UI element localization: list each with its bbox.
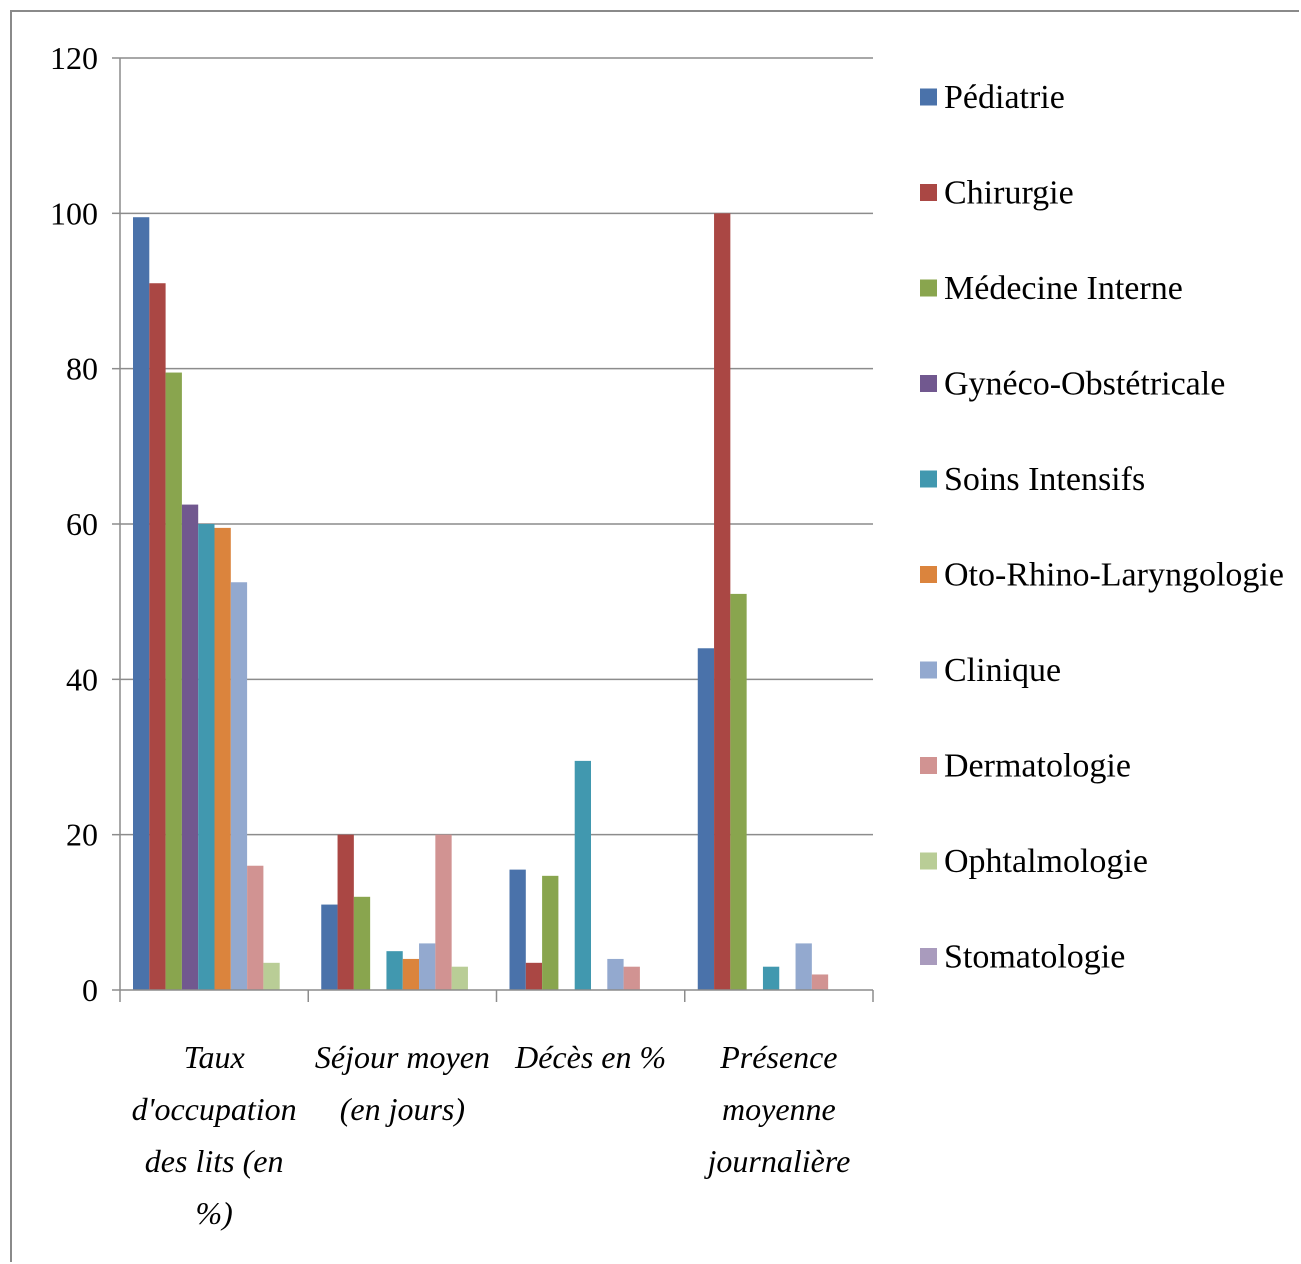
bar — [451, 966, 468, 990]
y-axis-ticks: 0 20 40 60 80 100 120 — [50, 40, 98, 1008]
legend-label: Pédiatrie — [944, 79, 1065, 116]
x-category-label-line: moyenne — [722, 1091, 836, 1127]
gridlines — [120, 57, 873, 836]
legend-swatch — [920, 279, 937, 297]
legend-item: Stomatologie — [920, 939, 1125, 976]
legend-swatch — [920, 184, 937, 201]
y-tick-label: 20 — [66, 817, 98, 853]
bar — [337, 834, 354, 990]
x-category-label: Taux d'occupation des lits (en%) — [132, 1039, 297, 1231]
bar — [574, 760, 591, 990]
bar — [697, 648, 715, 990]
legend-item: Clinique — [920, 652, 1061, 689]
bar — [321, 904, 338, 990]
bar — [714, 213, 731, 991]
legend-label: Ophtalmologie — [944, 843, 1148, 880]
bar — [435, 834, 452, 990]
legend-item: Dermatologie — [920, 748, 1131, 785]
y-tick-label: 120 — [50, 40, 98, 76]
legend-item: Gynéco-Obstétricale — [920, 366, 1225, 403]
bar — [263, 962, 280, 990]
bar — [133, 217, 150, 990]
bar — [762, 966, 780, 990]
x-category-label-line: d'occupation — [132, 1091, 297, 1127]
category-labels: Taux d'occupation des lits (en %) Séjour moy… — [132, 1039, 851, 1231]
x-category-label: Séjour moyen (en jours) — [315, 1039, 490, 1127]
legend-label: Médecine Interne — [944, 270, 1183, 307]
legend-item: Pédiatrie — [920, 79, 1065, 116]
legend-label: Dermatologie — [944, 748, 1131, 785]
bar — [730, 593, 747, 990]
chart-frame — [10, 10, 1299, 1262]
x-category-label-line: Taux — [184, 1039, 245, 1075]
legend-item: Ophtalmologie — [920, 843, 1148, 880]
legend-label: Gynéco-Obstétricale — [944, 366, 1225, 403]
bar — [542, 875, 559, 990]
legend-swatch — [920, 852, 937, 870]
y-tick-label: 100 — [50, 195, 98, 231]
legend-swatch — [920, 948, 937, 965]
x-category-label-line: Séjour moyen — [315, 1039, 490, 1075]
bar — [214, 527, 231, 990]
legend-label: Oto-Rhino-Laryngologie — [944, 557, 1284, 594]
y-tick-label: 0 — [82, 972, 98, 1008]
y-tick-label: 40 — [66, 661, 98, 697]
bar — [165, 372, 182, 990]
legend-item: Oto-Rhino-Laryngologie — [920, 557, 1284, 594]
bar — [623, 966, 640, 990]
legend-label: Stomatologie — [944, 939, 1125, 976]
y-tick-label: 60 — [66, 506, 98, 542]
legend-swatch — [920, 470, 937, 488]
bar — [149, 283, 166, 990]
bar — [419, 943, 436, 990]
bar — [247, 865, 264, 990]
x-category-label-line: Présence — [719, 1039, 837, 1075]
x-category-label: Décès en % — [514, 1039, 666, 1075]
legend-swatch — [920, 757, 937, 774]
x-category-label-line: %) — [195, 1195, 232, 1231]
x-category-label-line: (en jours) — [340, 1091, 465, 1127]
x-category-label: Présence moyenne journalière — [703, 1039, 850, 1179]
bar — [509, 869, 526, 990]
x-category-label-line: des lits (en — [145, 1143, 284, 1179]
bar — [181, 504, 199, 990]
y-tick-label: 80 — [66, 351, 98, 387]
legend-swatch — [920, 566, 937, 583]
bar — [525, 962, 543, 990]
bar — [230, 582, 248, 990]
legend-swatch — [920, 661, 937, 679]
legend-label: Chirurgie — [944, 175, 1074, 212]
bar — [386, 951, 403, 990]
bar — [607, 958, 624, 990]
legend-swatch — [920, 88, 937, 106]
legend-label: Clinique — [944, 652, 1061, 689]
legend-item: Soins Intensifs — [920, 461, 1145, 498]
legend-swatch — [920, 375, 937, 392]
legend-label: Soins Intensifs — [944, 461, 1145, 498]
bar — [795, 943, 812, 990]
legend: Pédiatrie Chirurgie Médecine Interne Gynéco… — [920, 79, 1284, 976]
bar — [198, 524, 215, 990]
bar — [811, 974, 829, 990]
legend-item: Chirurgie — [920, 175, 1074, 212]
x-category-label-line: journalière — [703, 1143, 850, 1179]
x-category-label-line: Décès en % — [514, 1039, 666, 1075]
bar — [353, 896, 371, 990]
legend-item: Médecine Interne — [920, 270, 1183, 307]
bars — [133, 213, 829, 991]
bar — [402, 958, 420, 990]
axes — [112, 57, 874, 1002]
